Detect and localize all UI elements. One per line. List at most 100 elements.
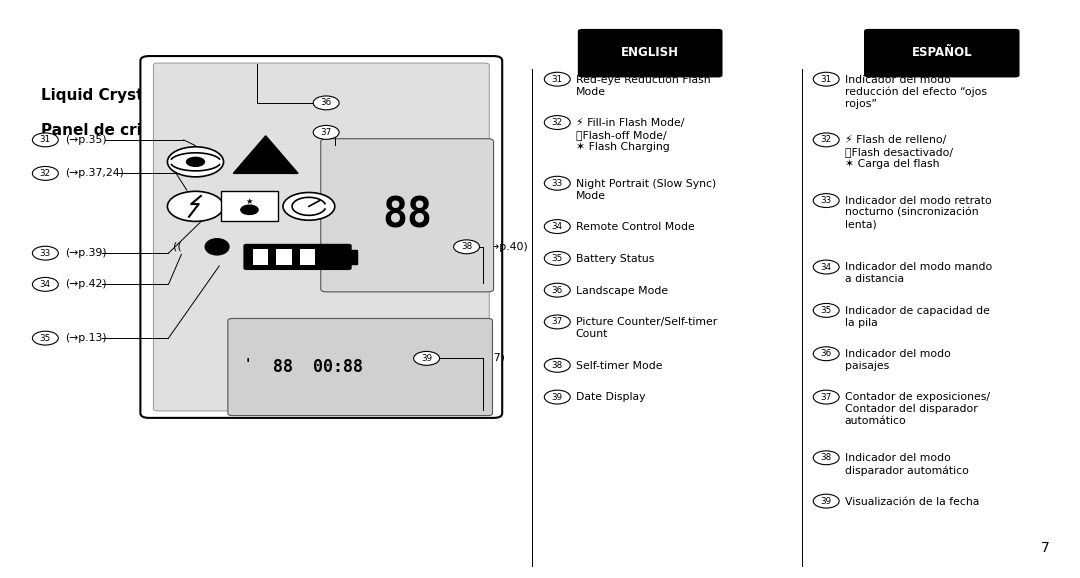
Circle shape [813,451,839,465]
Text: Date Display: Date Display [576,392,645,402]
Text: 38: 38 [552,361,563,370]
Circle shape [241,205,258,214]
Circle shape [544,315,570,329]
Circle shape [813,303,839,317]
Text: 39: 39 [421,354,432,363]
FancyBboxPatch shape [153,63,489,411]
Text: 36: 36 [821,349,832,358]
Text: 31: 31 [40,135,51,144]
Text: Self-timer Mode: Self-timer Mode [576,361,662,370]
Text: Red-eye Reduction Flash
Mode: Red-eye Reduction Flash Mode [576,75,711,97]
Text: Panel de cristal líquido (LCD): Panel de cristal líquido (LCD) [41,122,289,138]
Text: ': ' [245,357,249,371]
Text: Landscape Mode: Landscape Mode [576,286,667,295]
Circle shape [813,133,839,147]
Text: (→p.37,24): (→p.37,24) [65,168,124,179]
Circle shape [813,390,839,404]
Circle shape [32,133,58,147]
Circle shape [167,147,224,177]
Circle shape [544,358,570,372]
Text: 88: 88 [382,194,432,236]
Text: Visualización de la fecha: Visualización de la fecha [845,497,978,506]
FancyBboxPatch shape [221,191,278,221]
Circle shape [283,192,335,220]
Circle shape [544,116,570,129]
Circle shape [32,277,58,291]
Circle shape [544,390,570,404]
Text: 39: 39 [552,392,563,402]
Text: 33: 33 [821,196,832,205]
Text: 36: 36 [552,286,563,295]
Text: 32: 32 [821,135,832,144]
Bar [300,249,315,265]
Text: 38: 38 [821,453,832,462]
Circle shape [544,176,570,190]
Circle shape [544,220,570,234]
Circle shape [454,240,480,254]
Text: ⚡ Fill-in Flash Mode/
ⓓFlash-off Mode/
✶ Flash Charging: ⚡ Fill-in Flash Mode/ ⓓFlash-off Mode/ ✶… [576,118,684,152]
Circle shape [414,351,440,365]
FancyBboxPatch shape [321,139,494,292]
Text: (→p.14,17): (→p.14,17) [446,353,505,364]
Text: 33: 33 [552,179,563,188]
Circle shape [32,166,58,180]
FancyBboxPatch shape [244,244,351,269]
Text: 31: 31 [552,75,563,84]
Text: (→p.38): (→p.38) [346,98,388,108]
Text: 34: 34 [552,222,563,231]
Circle shape [813,494,839,508]
Text: (→p.42): (→p.42) [65,279,107,290]
Circle shape [313,96,339,110]
Text: (→p.40): (→p.40) [486,242,528,252]
Text: 34: 34 [40,280,51,289]
Text: Indicador del modo
reducción del efecto “ojos
rojos”: Indicador del modo reducción del efecto … [845,75,986,109]
Text: Night Portrait (Slow Sync)
Mode: Night Portrait (Slow Sync) Mode [576,179,716,201]
Text: 36: 36 [321,98,332,108]
Text: (→p.21,40): (→p.21,40) [346,127,405,138]
Text: Picture Counter/Self-timer
Count: Picture Counter/Self-timer Count [576,317,717,339]
Text: 31: 31 [821,75,832,84]
Text: (→p.13): (→p.13) [65,333,107,343]
Text: Indicador del modo retrato
nocturno (sincronización
lenta): Indicador del modo retrato nocturno (sin… [845,196,991,230]
Text: 37: 37 [321,128,332,137]
Circle shape [167,191,224,221]
Text: Indicador del modo mando
a distancia: Indicador del modo mando a distancia [845,262,991,284]
Text: 32: 32 [40,169,51,178]
FancyBboxPatch shape [864,29,1020,77]
Text: ★: ★ [246,197,253,206]
Text: 39: 39 [821,497,832,506]
Text: 33: 33 [40,249,51,258]
Text: Indicador del modo
disparador automático: Indicador del modo disparador automático [845,453,969,476]
Text: 32: 32 [552,118,563,127]
FancyBboxPatch shape [140,56,502,418]
Circle shape [813,72,839,86]
Bar [276,249,292,265]
Text: 37: 37 [821,392,832,402]
Text: 35: 35 [40,334,51,343]
Text: ESPAÑOL: ESPAÑOL [912,46,972,58]
Text: 35: 35 [821,306,832,315]
Text: ⚡ Flash de relleno/
ⓓFlash desactivado/
✶ Carga del flash: ⚡ Flash de relleno/ ⓓFlash desactivado/ … [845,135,953,169]
Circle shape [813,347,839,361]
Text: Contador de exposiciones/
Contador del disparador
automático: Contador de exposiciones/ Contador del d… [845,392,989,427]
Circle shape [544,251,570,265]
Text: ((: (( [173,242,181,252]
FancyBboxPatch shape [578,29,723,77]
Text: 34: 34 [821,262,832,272]
Text: Liquid Crystal Display/: Liquid Crystal Display/ [41,88,232,103]
Polygon shape [233,136,298,173]
Circle shape [186,157,205,167]
Circle shape [32,246,58,260]
Text: (→p.35): (→p.35) [65,135,107,145]
Text: 7: 7 [1041,541,1050,555]
Text: 38: 38 [461,242,472,251]
Circle shape [813,260,839,274]
Text: Indicador del modo
paisajes: Indicador del modo paisajes [845,349,950,371]
Text: Indicador de capacidad de
la pila: Indicador de capacidad de la pila [845,306,989,328]
Circle shape [813,194,839,208]
Text: 35: 35 [552,254,563,263]
Text: 37: 37 [552,317,563,327]
Circle shape [544,72,570,86]
Text: Battery Status: Battery Status [576,254,654,264]
Ellipse shape [205,239,229,255]
